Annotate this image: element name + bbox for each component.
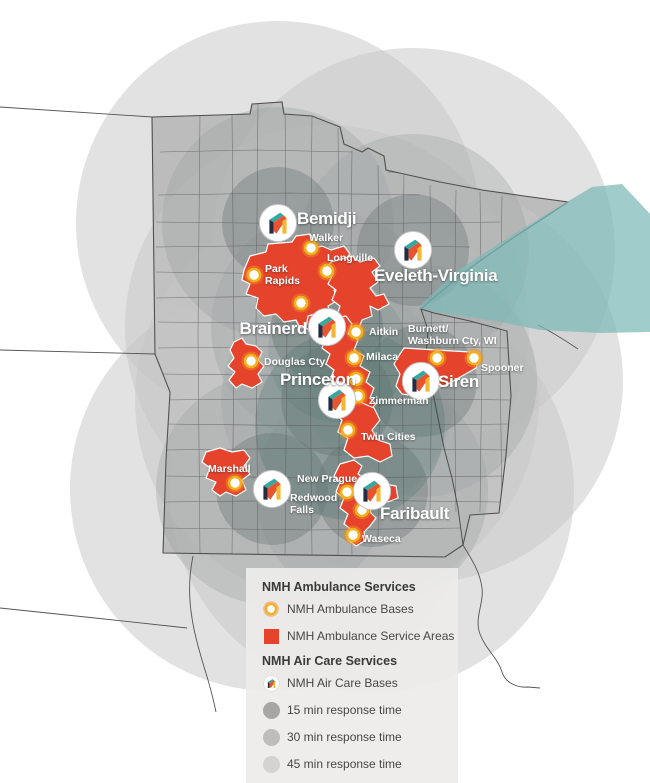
legend-row-15min: 15 min response time [262, 701, 458, 719]
map-legend: NMH Ambulance Services NMH Ambulance Bas… [246, 568, 458, 783]
ambulance-base-icon [262, 600, 280, 618]
river-line [189, 555, 217, 713]
river-line [462, 544, 541, 689]
map-label-longville: Longville [327, 252, 373, 264]
legend-row-service-areas: NMH Ambulance Service Areas [262, 627, 458, 645]
legend-45min-label: 45 min response time [287, 757, 402, 771]
ambulance-base-marker-base-south-of-park-rapids [290, 292, 312, 314]
map-label-aitkin: Aitkin [369, 326, 398, 338]
map-label-redwood-falls: Redwood Falls [290, 492, 337, 516]
map-label-marshall: Marshall [208, 463, 251, 475]
ambulance-base-marker-aitkin [345, 321, 367, 343]
air-care-base-marker-redwood-falls [252, 469, 292, 509]
legend-row-30min: 30 min response time [262, 728, 458, 746]
response-30-swatch [262, 728, 280, 746]
lake-superior [418, 184, 650, 333]
legend-30min-label: 30 min response time [287, 730, 402, 744]
air-care-base-marker-bemidji [258, 203, 298, 243]
ambulance-base-marker-park-rapids [243, 264, 265, 286]
mn-wi-border [420, 308, 464, 546]
state-border-extension-line [0, 607, 188, 629]
legend-service-areas-label: NMH Ambulance Service Areas [287, 629, 455, 643]
legend-ambulance-bases-label: NMH Ambulance Bases [287, 602, 414, 616]
map-label-bemidji: Bemidji [297, 209, 356, 228]
air-care-base-marker-eveleth-virginia [393, 230, 433, 270]
map-label-eveleth-virginia: Eveleth-Virginia [374, 266, 498, 285]
legend-aircare-header: NMH Air Care Services [262, 654, 398, 668]
map-label-burnett-washburn-cty-wi: Burnett/Washburn Cty, WI [408, 323, 497, 347]
ambulance-base-marker-marshall [224, 472, 246, 494]
map-label-douglas-cty: Douglas Cty. [264, 356, 327, 368]
state-border-extension-line [0, 106, 153, 118]
map-label-siren: Siren [438, 372, 479, 391]
legend-row-ambulance-bases: NMH Ambulance Bases [262, 600, 458, 618]
legend-ambulance-header: NMH Ambulance Services [262, 580, 416, 594]
state-border-extension-line [0, 349, 156, 355]
ambulance-base-marker-longville [316, 260, 338, 282]
service-area-brainerd-aitkin-east-lobe [326, 255, 390, 335]
ambulance-base-marker-twin-cities [337, 419, 359, 441]
map-label-zimmerman: Zimmerman [369, 395, 429, 407]
ambulance-base-marker-waseca [342, 524, 364, 546]
map-label-walker: Walker [309, 232, 343, 244]
map-label-princeton: Princeton [280, 370, 356, 389]
map-labels: Bemidji Eveleth-Virginia Brainerd Princeton… [208, 209, 524, 545]
map-label-park-rapids: Park Rapids [265, 263, 300, 287]
map-label-twin-cities: Twin Cities [361, 431, 416, 443]
air-care-base-marker-brainerd [307, 307, 347, 347]
response-15-swatch [262, 701, 280, 719]
map-label-spooner: Spooner [481, 362, 524, 374]
service-area-swatch [262, 627, 280, 645]
map-label-milaca: Milaca [366, 351, 398, 363]
map-label-brainerd: Brainerd [239, 319, 307, 338]
response-45-swatch [262, 755, 280, 773]
air-care-base-icon [262, 674, 280, 692]
map-label-waseca: Waseca [362, 533, 401, 545]
ambulance-base-marker-milaca [343, 347, 365, 369]
legend-15min-label: 15 min response time [287, 703, 402, 717]
legend-aircare-bases-label: NMH Air Care Bases [287, 676, 398, 690]
map-label-new-prague: New Prague [297, 473, 357, 485]
legend-row-aircare-bases: NMH Air Care Bases [262, 674, 458, 692]
map-label-faribault: Faribault [380, 504, 450, 523]
legend-row-45min: 45 min response time [262, 755, 458, 773]
ambulance-base-marker-douglas-cty [240, 350, 262, 372]
